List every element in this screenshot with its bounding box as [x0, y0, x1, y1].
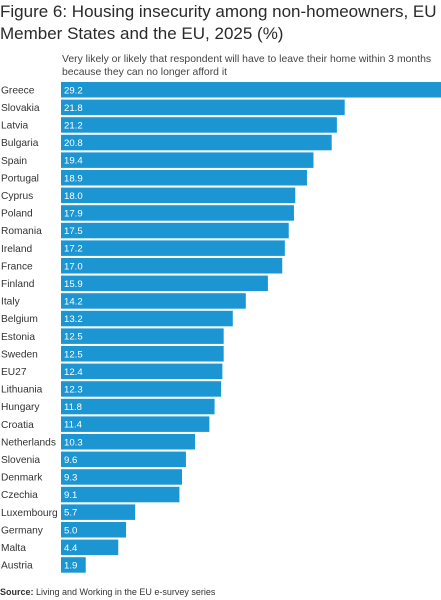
category-label: Malta [1, 543, 26, 554]
bar [61, 328, 224, 344]
category-label: Lithuania [1, 385, 43, 396]
bar-value-label: 13.2 [64, 314, 83, 325]
category-label: Italy [1, 297, 21, 308]
bar-value-label: 10.3 [64, 437, 83, 448]
bar-value-label: 18.9 [64, 173, 83, 184]
bar-value-label: 20.8 [64, 138, 83, 149]
category-label: Sweden [1, 349, 38, 360]
bar-value-label: 11.8 [64, 402, 82, 413]
category-label: Poland [1, 209, 33, 220]
bar [61, 117, 337, 133]
category-label: Belgium [1, 314, 38, 325]
bar-value-label: 5.7 [64, 508, 77, 519]
bar [61, 469, 183, 485]
bar-value-label: 18.0 [64, 191, 83, 202]
category-label: Germany [1, 525, 44, 536]
category-label: Ireland [1, 244, 32, 255]
source-text: Living and Working in the EU e-survey se… [33, 587, 216, 597]
bar [61, 82, 441, 98]
bar-value-label: 12.3 [64, 384, 83, 395]
bar-value-label: 14.2 [64, 296, 83, 307]
bar-value-label: 17.5 [64, 226, 83, 237]
bar [61, 434, 196, 450]
category-label: Bulgaria [1, 138, 39, 149]
bar-value-label: 15.9 [64, 279, 83, 290]
bar-value-label: 11.4 [64, 420, 83, 431]
bar [61, 205, 294, 221]
bar-value-label: 21.2 [64, 120, 83, 131]
category-label: Austria [1, 561, 33, 572]
category-label: EU27 [1, 367, 27, 378]
bar [61, 416, 210, 432]
category-label: Greece [1, 85, 35, 96]
bar-value-label: 9.6 [64, 455, 77, 466]
category-label: Slovakia [1, 103, 40, 114]
bar [61, 557, 86, 573]
bar [61, 152, 314, 168]
bar-value-label: 17.2 [64, 244, 83, 255]
category-label: Luxembourg [1, 508, 58, 519]
bar-value-label: 4.4 [64, 543, 78, 554]
bar [61, 258, 283, 274]
bar [61, 504, 136, 520]
bar [61, 398, 215, 415]
category-label: Denmark [1, 473, 43, 484]
category-label: Spain [1, 156, 27, 167]
category-label: Estonia [1, 332, 35, 343]
bar-value-label: 9.1 [64, 490, 77, 501]
bar-value-label: 5.0 [64, 525, 77, 536]
bar [61, 346, 224, 362]
bar [61, 522, 127, 538]
bar-value-label: 9.3 [64, 472, 77, 483]
category-label: Czechia [1, 490, 38, 501]
bar-value-label: 12.4 [64, 367, 83, 378]
bar [61, 293, 246, 309]
category-label: Portugal [1, 173, 39, 184]
bar [61, 381, 222, 397]
bar-value-label: 29.2 [64, 85, 83, 96]
bar-value-label: 17.0 [64, 261, 83, 272]
category-label: Hungary [1, 402, 40, 413]
bar [61, 486, 180, 503]
bar-value-label: 21.8 [64, 103, 83, 114]
category-label: Croatia [1, 420, 34, 431]
bar [61, 451, 186, 468]
category-label: Romania [1, 226, 42, 237]
bar-value-label: 17.9 [64, 208, 83, 219]
source-label: Source: [0, 587, 34, 597]
bar [61, 222, 289, 239]
chart-title: Figure 6: Housing insecurity among non-h… [0, 2, 437, 43]
category-label: Cyprus [1, 191, 33, 202]
bar [61, 275, 268, 292]
bar-value-label: 12.5 [64, 349, 83, 360]
category-label: France [1, 261, 33, 272]
category-label: Latvia [1, 121, 29, 132]
source-note: Source: Living and Working in the EU e-s… [0, 587, 215, 598]
category-label: Slovenia [1, 455, 40, 466]
category-label: Finland [1, 279, 35, 290]
category-label: Netherlands [1, 437, 56, 448]
bar [61, 170, 307, 186]
bar [61, 240, 285, 256]
bar [61, 310, 233, 327]
bar [61, 363, 223, 380]
bar-value-label: 1.9 [64, 560, 77, 571]
bar [61, 99, 345, 116]
bar [61, 539, 119, 556]
bar [61, 134, 332, 151]
bar [61, 187, 296, 204]
bar-value-label: 12.5 [64, 332, 83, 343]
bar-value-label: 19.4 [64, 156, 83, 167]
chart-subtitle: Very likely or likely that respondent wi… [62, 54, 432, 78]
